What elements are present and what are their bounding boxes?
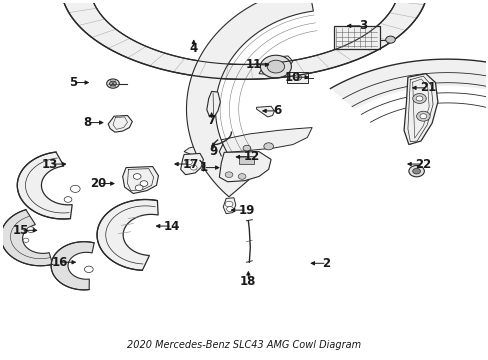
Polygon shape	[206, 91, 220, 117]
Text: 22: 22	[414, 158, 430, 171]
Polygon shape	[259, 56, 292, 76]
Circle shape	[106, 79, 119, 88]
Circle shape	[27, 227, 35, 233]
Circle shape	[260, 55, 291, 78]
Text: 5: 5	[69, 76, 77, 89]
Circle shape	[243, 145, 250, 151]
Text: 1: 1	[199, 161, 207, 174]
Circle shape	[109, 81, 116, 86]
Polygon shape	[122, 167, 158, 193]
Circle shape	[412, 94, 426, 103]
Text: 15: 15	[13, 224, 29, 237]
FancyBboxPatch shape	[333, 26, 379, 49]
Text: 6: 6	[273, 104, 281, 117]
Text: 12: 12	[243, 150, 259, 163]
Circle shape	[224, 172, 232, 177]
Text: 13: 13	[42, 158, 58, 171]
Text: 19: 19	[238, 204, 255, 217]
Text: 11: 11	[245, 58, 262, 71]
Text: 18: 18	[240, 275, 256, 288]
Text: 2: 2	[322, 257, 330, 270]
Circle shape	[419, 114, 426, 119]
Circle shape	[385, 36, 394, 43]
Text: 17: 17	[182, 158, 198, 171]
Polygon shape	[97, 199, 158, 270]
Text: 16: 16	[52, 256, 68, 269]
Polygon shape	[51, 242, 94, 290]
Text: 9: 9	[208, 145, 217, 158]
Polygon shape	[1, 210, 53, 266]
Circle shape	[412, 168, 420, 174]
Circle shape	[408, 166, 424, 177]
Circle shape	[23, 238, 29, 242]
Circle shape	[135, 185, 142, 191]
Text: 7: 7	[207, 114, 215, 127]
Text: 2020 Mercedes-Benz SLC43 AMG Cowl Diagram: 2020 Mercedes-Benz SLC43 AMG Cowl Diagra…	[127, 340, 361, 350]
Polygon shape	[403, 74, 437, 145]
Circle shape	[226, 207, 233, 212]
Circle shape	[140, 181, 147, 186]
Circle shape	[185, 160, 192, 165]
Circle shape	[84, 266, 93, 273]
Polygon shape	[219, 152, 270, 182]
Text: 8: 8	[83, 116, 91, 129]
Polygon shape	[183, 127, 311, 154]
Text: 14: 14	[163, 220, 180, 233]
FancyBboxPatch shape	[238, 156, 254, 164]
Text: 4: 4	[189, 42, 198, 55]
Polygon shape	[17, 152, 72, 219]
Circle shape	[70, 185, 80, 192]
Polygon shape	[256, 106, 274, 117]
Circle shape	[415, 96, 422, 101]
Text: 21: 21	[419, 81, 435, 94]
Polygon shape	[186, 0, 313, 197]
Circle shape	[264, 143, 273, 150]
Circle shape	[416, 111, 429, 121]
Polygon shape	[108, 116, 132, 132]
Circle shape	[266, 60, 284, 73]
FancyBboxPatch shape	[286, 72, 308, 83]
Polygon shape	[180, 153, 203, 175]
Polygon shape	[330, 59, 488, 181]
Circle shape	[293, 75, 301, 80]
Circle shape	[190, 165, 197, 170]
Circle shape	[224, 201, 232, 207]
Circle shape	[238, 174, 245, 179]
Circle shape	[64, 197, 72, 202]
Circle shape	[133, 174, 141, 179]
Text: 3: 3	[358, 19, 366, 32]
Text: 10: 10	[284, 71, 300, 84]
Text: 20: 20	[90, 177, 106, 190]
Polygon shape	[63, 0, 427, 79]
Polygon shape	[223, 198, 235, 214]
